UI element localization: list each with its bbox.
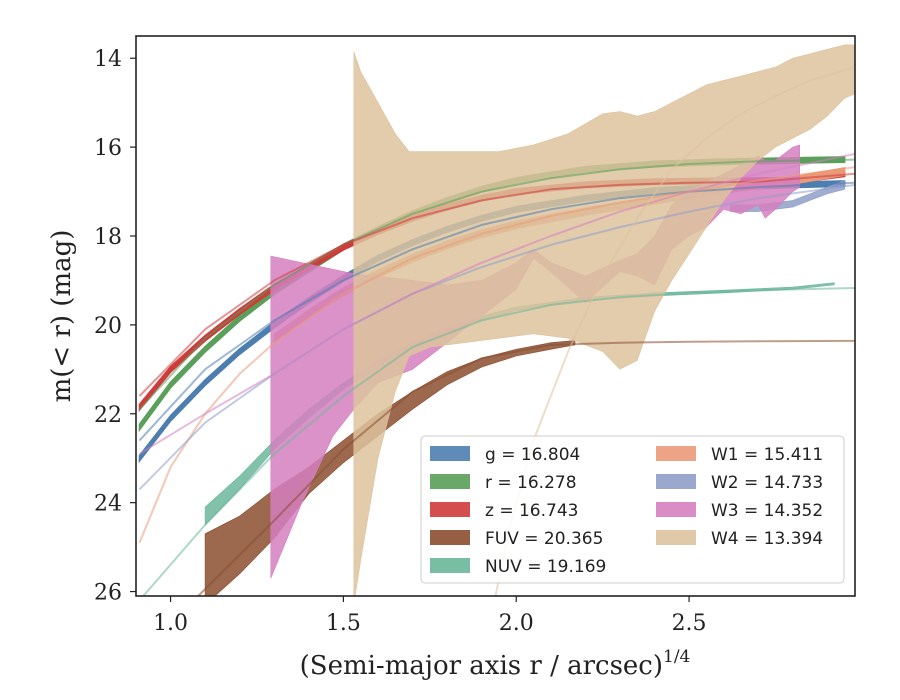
legend-label-w3: W3 = 14.352 <box>711 501 823 521</box>
legend-label-r: r = 16.278 <box>485 473 577 493</box>
legend-label-z: z = 16.743 <box>485 501 578 521</box>
model-line-g <box>138 181 855 442</box>
model-line-w2 <box>138 183 855 491</box>
x-tick-label: 2.0 <box>499 611 534 636</box>
model-line-w3 <box>138 152 855 455</box>
legend-swatch-nuv <box>430 558 470 573</box>
legend-label-nuv: NUV = 19.169 <box>485 557 606 577</box>
x-axis-label-text: (Semi-major axis r / arcsec) <box>300 651 663 681</box>
y-tick-label: 14 <box>94 47 122 72</box>
x-axis-label-power: 1/4 <box>663 647 690 667</box>
model-line-fuv <box>197 339 855 596</box>
x-axis-ticks: 1.0 1.5 2.0 2.5 <box>153 596 707 636</box>
x-tick-label: 1.5 <box>326 611 361 636</box>
legend-label-fuv: FUV = 20.365 <box>485 529 603 549</box>
y-tick-label: 18 <box>94 225 122 250</box>
legend: g = 16.804 r = 16.278 z = 16.743 FUV = 20.3… <box>420 435 845 584</box>
y-axis-label: m(< r) (mag) <box>47 230 77 403</box>
legend-label-g: g = 16.804 <box>485 445 580 465</box>
legend-swatch-g <box>430 446 470 461</box>
x-tick-label: 1.0 <box>153 611 188 636</box>
legend-swatch-r <box>430 474 470 489</box>
model-line-nuv <box>141 287 855 596</box>
legend-swatch-z <box>430 502 470 517</box>
x-tick-label: 2.5 <box>672 611 707 636</box>
legend-swatch-w1 <box>656 446 696 461</box>
y-tick-label: 20 <box>94 314 122 339</box>
legend-swatch-fuv <box>430 530 470 545</box>
legend-swatch-w3 <box>656 502 696 517</box>
plot-frame <box>135 35 856 597</box>
y-tick-label: 22 <box>94 403 122 428</box>
y-tick-label: 16 <box>94 136 122 161</box>
model-line-z <box>138 172 855 397</box>
legend-label-w4: W4 = 13.394 <box>711 529 823 549</box>
y-axis-ticks: 14 16 18 20 22 24 26 <box>94 47 136 606</box>
x-axis-label: (Semi-major axis r / arcsec)1/4 <box>300 647 691 681</box>
y-tick-label: 24 <box>94 492 122 517</box>
legend-swatch-w4 <box>656 530 696 545</box>
legend-label-w1: W1 = 15.411 <box>711 445 823 465</box>
y-tick-label: 26 <box>94 581 122 606</box>
series-model-lines <box>138 66 855 596</box>
legend-swatch-w2 <box>656 474 696 489</box>
legend-label-w2: W2 = 14.733 <box>711 473 823 493</box>
model-line-r <box>138 158 855 410</box>
legend-box <box>420 435 845 584</box>
